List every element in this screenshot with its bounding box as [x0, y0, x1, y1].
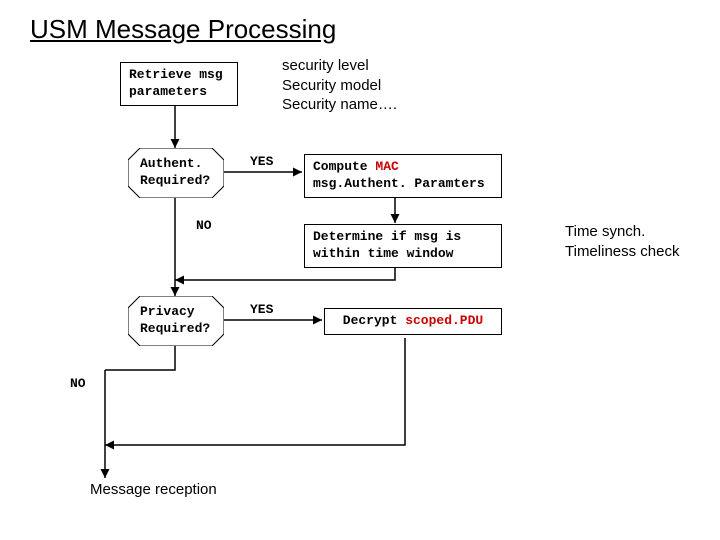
page-title: USM Message Processing — [30, 14, 336, 45]
decrypt-sp: scoped.PDU — [405, 313, 483, 328]
decrypt-pre: Decrypt — [343, 313, 405, 328]
retrieve-l1: Retrieve msg — [129, 67, 229, 84]
compute-l2: msg.Authent. Paramters — [313, 176, 493, 193]
label-no-privacy: NO — [70, 376, 86, 391]
box-compute-mac: Compute MAC msg.Authent. Paramters — [304, 154, 502, 198]
privacy-l2: Required? — [140, 321, 210, 338]
label-no-authent: NO — [196, 218, 212, 233]
compute-l1: Compute MAC — [313, 159, 493, 176]
label-message-reception: Message reception — [90, 480, 217, 500]
box-retrieve-params: Retrieve msg parameters — [120, 62, 238, 106]
determine-l2: within time window — [313, 246, 493, 263]
box-decrypt: Decrypt scoped.PDU — [324, 308, 502, 335]
timesynch-l1: Time synch. — [565, 222, 679, 242]
authent-required-decision: Authent. Required? — [140, 156, 210, 190]
box-time-window: Determine if msg is within time window — [304, 224, 502, 268]
note-time-synch: Time synch. Timeliness check — [565, 222, 679, 261]
determine-l1: Determine if msg is — [313, 229, 493, 246]
security-l3: Security name…. — [282, 95, 397, 115]
privacy-required-decision: Privacy Required? — [140, 304, 210, 338]
security-level-text: security level Security model Security n… — [282, 56, 397, 115]
label-yes-authent: YES — [250, 154, 273, 169]
retrieve-l2: parameters — [129, 84, 229, 101]
timesynch-l2: Timeliness check — [565, 242, 679, 262]
authent-l2: Required? — [140, 173, 210, 190]
authent-l1: Authent. — [140, 156, 210, 173]
label-yes-privacy: YES — [250, 302, 273, 317]
security-l2: Security model — [282, 76, 397, 96]
privacy-l1: Privacy — [140, 304, 210, 321]
security-l1: security level — [282, 56, 397, 76]
